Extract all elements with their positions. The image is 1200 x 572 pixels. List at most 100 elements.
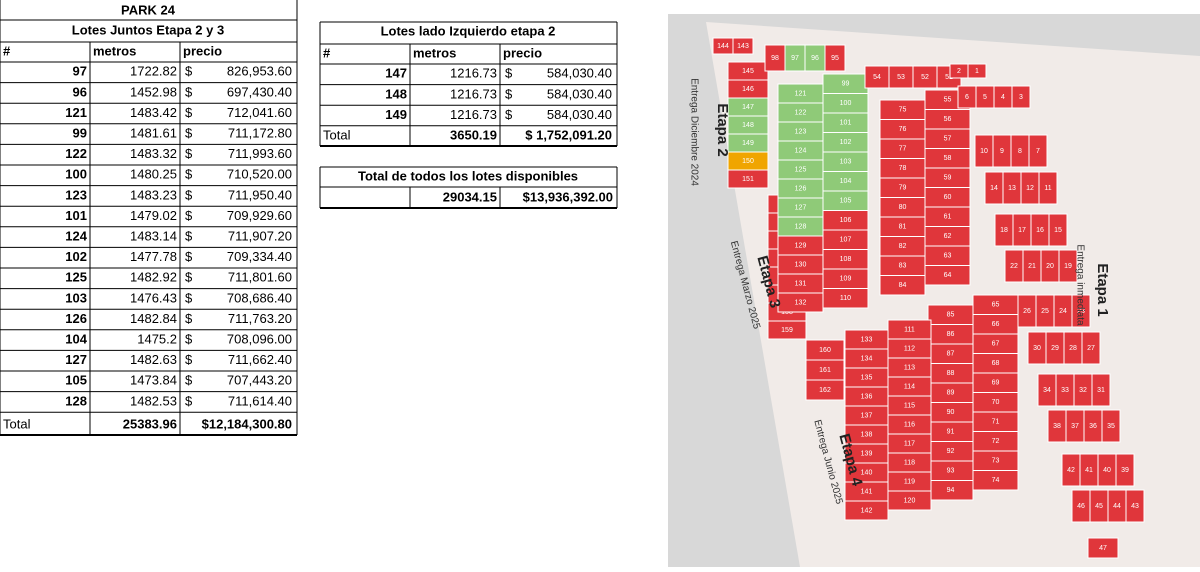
lot-label: 39 <box>1121 467 1129 474</box>
lot-label: 70 <box>992 399 1000 406</box>
cell-text: $13,936,392.00 <box>523 189 613 204</box>
cell-text: 584,030.40 <box>547 107 612 122</box>
cell-text: 712,041.60 <box>227 105 292 120</box>
lot-label: 107 <box>840 237 852 244</box>
cell-text: 126 <box>65 311 87 326</box>
lot-label: 78 <box>899 165 907 172</box>
lot-label: 51 <box>945 74 953 81</box>
lot-label: 9 <box>1000 148 1004 155</box>
lot-label: 101 <box>840 120 852 127</box>
lot-label: 115 <box>904 402 915 409</box>
lot-label: 161 <box>819 367 831 374</box>
cell-text: 1477.78 <box>130 249 177 264</box>
lot <box>967 63 987 79</box>
cell-text: $ <box>185 249 193 264</box>
lot-label: 102 <box>840 139 852 146</box>
lot-label: 105 <box>840 198 852 205</box>
lot-label: 109 <box>840 276 852 283</box>
cell-text: $ <box>185 126 193 141</box>
lot-label: 31 <box>1097 387 1105 394</box>
lot <box>822 288 869 309</box>
cell-text: 102 <box>65 249 87 264</box>
lot-label: 73 <box>992 458 1000 465</box>
lot-label: 12 <box>1026 185 1034 192</box>
lot-label: 148 <box>742 122 754 129</box>
lot-label: 8 <box>1018 148 1022 155</box>
lot-label: 41 <box>1085 467 1093 474</box>
lot <box>1101 409 1121 443</box>
lot-label: 85 <box>947 312 955 319</box>
lot <box>887 490 932 511</box>
lot-map: 1441431451461471481491501511521531541551… <box>712 37 1145 559</box>
cell-text: 29034.15 <box>443 189 497 204</box>
cell-text: 105 <box>65 373 87 388</box>
cell-text: 1216.73 <box>450 66 497 81</box>
lot-label: 103 <box>840 159 852 166</box>
lot <box>1038 171 1058 205</box>
cell-text: 123 <box>65 187 87 202</box>
lot-label: 69 <box>992 380 1000 387</box>
lot-label: 144 <box>717 43 729 50</box>
lot <box>1087 537 1119 559</box>
lot-label: 113 <box>904 364 915 371</box>
cell-text: 125 <box>65 270 87 285</box>
lot-label: 19 <box>1064 263 1072 270</box>
cell-text: 711,993.60 <box>228 146 292 161</box>
lot-label: 26 <box>1023 308 1031 315</box>
cell-text: 100 <box>65 167 87 182</box>
stage-subtitle: Entrega Diciembre 2024 <box>688 78 699 186</box>
lot-label: 1 <box>975 68 979 75</box>
cell-text: 711,950.40 <box>228 187 292 202</box>
lot-label: 40 <box>1103 467 1111 474</box>
cell-text: $ <box>185 84 193 99</box>
lot-label: 124 <box>795 147 807 154</box>
cell-text: 1475.2 <box>137 332 177 347</box>
lot-label: 89 <box>947 390 955 397</box>
cell-text: # <box>3 43 11 58</box>
lot-label: 13 <box>1008 185 1016 192</box>
lot-label: 28 <box>1069 345 1077 352</box>
lot-label: 122 <box>795 109 807 116</box>
cell-text: 711,801.60 <box>228 270 292 285</box>
cell-text: $ <box>505 107 513 122</box>
cell-text: 1483.42 <box>130 105 177 120</box>
cell-text: 707,443.20 <box>227 373 292 388</box>
lot-label: 98 <box>771 55 779 62</box>
cell-text: 127 <box>65 352 87 367</box>
lot-label: 162 <box>819 387 831 394</box>
lot-label: 100 <box>840 100 852 107</box>
cell-text: 711,763.20 <box>228 311 292 326</box>
lot-label: 37 <box>1071 423 1079 430</box>
lot-label: 23 <box>1077 308 1085 315</box>
lot <box>732 37 754 55</box>
lot-label: 142 <box>861 507 873 514</box>
lot-label: 97 <box>791 55 799 62</box>
lot-label: 146 <box>742 86 754 93</box>
lot-label: 22 <box>1010 263 1018 270</box>
cell-text: 711,614.40 <box>228 393 292 408</box>
cell-text: 697,430.40 <box>227 84 292 99</box>
lot <box>767 320 807 340</box>
cell-text: Total <box>323 127 351 142</box>
cell-text: 1452.98 <box>130 84 177 99</box>
cell-text: $ 1,752,091.20 <box>525 127 612 142</box>
lot-label: 54 <box>873 74 881 81</box>
lot-label: 43 <box>1131 503 1139 510</box>
lot <box>727 169 769 189</box>
lot-label: 119 <box>904 478 915 485</box>
lot-label: 27 <box>1087 345 1095 352</box>
lot-label: 66 <box>992 321 1000 328</box>
stage-title: Etapa 1 <box>1094 263 1111 316</box>
cell-text: 97 <box>73 64 87 79</box>
lot-label: 55 <box>944 97 952 104</box>
lot <box>1011 85 1031 109</box>
lot-label: 136 <box>861 393 873 400</box>
lot <box>1125 489 1145 523</box>
cell-text: $12,184,300.80 <box>202 416 292 431</box>
lot-label: 131 <box>795 280 807 287</box>
cell-text: 25383.96 <box>123 416 177 431</box>
lot <box>1058 249 1078 283</box>
cell-text: $ <box>185 290 193 305</box>
cell-text: $ <box>185 311 193 326</box>
lot-label: 6 <box>965 94 969 101</box>
